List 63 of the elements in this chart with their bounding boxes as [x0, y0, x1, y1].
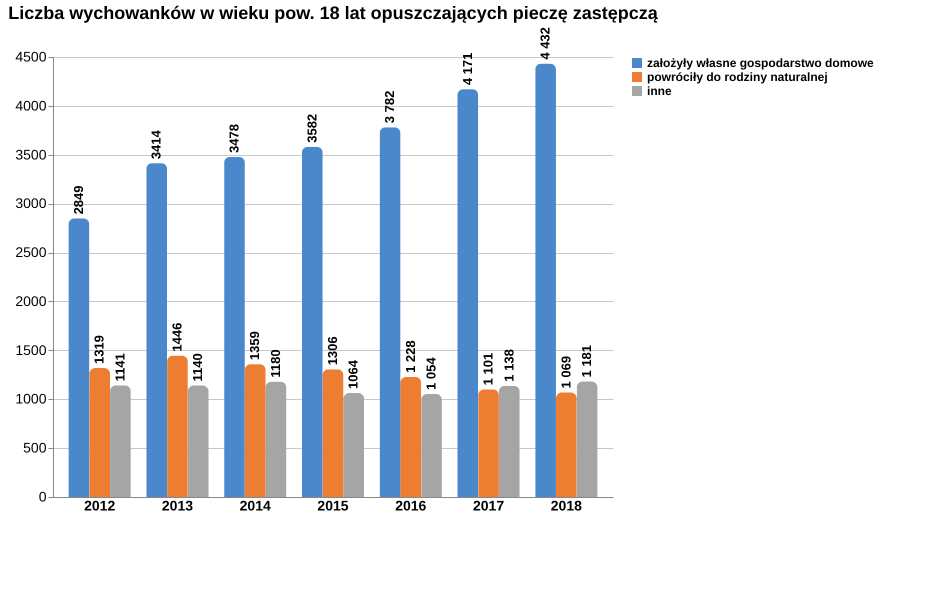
data-label: 4 171	[460, 52, 475, 86]
data-label: 1 181	[579, 344, 594, 378]
data-label: 3414	[148, 129, 164, 160]
bar	[576, 382, 598, 497]
bar	[188, 386, 209, 497]
bar	[421, 394, 442, 497]
bar	[167, 356, 188, 497]
bar	[146, 163, 168, 497]
data-label: 3478	[226, 124, 242, 153]
data-label: 1446	[169, 322, 184, 352]
data-label: 1 101	[480, 352, 496, 386]
data-label: 1 228	[402, 340, 418, 373]
bar	[556, 392, 577, 497]
chart-title: Liczba wychowanków w wieku pow. 18 lat opuszczających pieczę zastępczą	[8, 3, 659, 24]
data-label: 1306	[325, 336, 340, 366]
x-tick-label: 2016	[395, 498, 427, 514]
data-label: 2849	[70, 186, 86, 214]
bar	[302, 146, 323, 497]
bar	[457, 89, 478, 497]
bar	[266, 382, 286, 497]
data-label: 1 069	[558, 356, 574, 388]
y-tick-label: 1500	[15, 342, 47, 358]
bar	[89, 368, 110, 497]
bar	[380, 127, 400, 497]
bar	[68, 218, 90, 497]
x-tick-label: 2013	[162, 498, 194, 514]
data-label: 1359	[247, 331, 262, 360]
y-tick-label: 1000	[15, 390, 47, 407]
x-tick-label: 2014	[240, 498, 272, 514]
y-tick-label: 4500	[15, 48, 47, 64]
x-tick-label: 2012	[84, 498, 116, 514]
data-label: 1319	[92, 335, 107, 364]
y-tick-label: 2500	[15, 244, 47, 260]
legend-label: powróciły do rodziny naturalnej	[647, 70, 828, 84]
bar	[498, 386, 520, 497]
y-tick-label: 4000	[15, 97, 47, 114]
data-label: 1141	[112, 353, 128, 382]
y-tick-label: 2000	[15, 292, 47, 309]
bar	[343, 392, 364, 497]
bar	[110, 385, 131, 497]
bar	[400, 376, 422, 497]
data-label: 4 432	[538, 27, 553, 60]
y-tick-label: 500	[23, 440, 47, 456]
data-label: 3582	[304, 114, 320, 143]
bar	[478, 389, 499, 497]
legend-label: inne	[647, 84, 672, 98]
bar	[322, 369, 344, 497]
data-label: 1180	[268, 349, 283, 378]
y-tick-label: 3000	[15, 195, 47, 212]
x-tick-label: 2015	[317, 498, 349, 514]
legend-label: założyły własne gospodarstwo domowe	[647, 56, 874, 70]
data-label: 1140	[190, 353, 206, 382]
data-label: 3 782	[382, 90, 398, 124]
data-label: 1 138	[501, 349, 516, 382]
bar	[224, 156, 245, 497]
y-tick-label: 0	[38, 488, 47, 504]
bar	[244, 364, 266, 497]
x-tick-label: 2017	[472, 498, 504, 514]
bar	[535, 64, 556, 497]
x-tick-label: 2018	[550, 498, 582, 514]
data-label: 1064	[346, 359, 361, 389]
y-tick-label: 3500	[15, 146, 47, 162]
data-label: 1 054	[424, 356, 439, 390]
